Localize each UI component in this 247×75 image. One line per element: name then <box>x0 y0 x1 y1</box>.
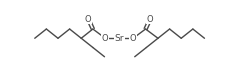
Text: O: O <box>147 14 154 23</box>
Text: O: O <box>85 14 92 23</box>
Text: O: O <box>130 34 137 43</box>
Text: Sr: Sr <box>114 34 124 43</box>
Text: Sr: Sr <box>114 34 124 43</box>
Text: O: O <box>102 34 109 43</box>
